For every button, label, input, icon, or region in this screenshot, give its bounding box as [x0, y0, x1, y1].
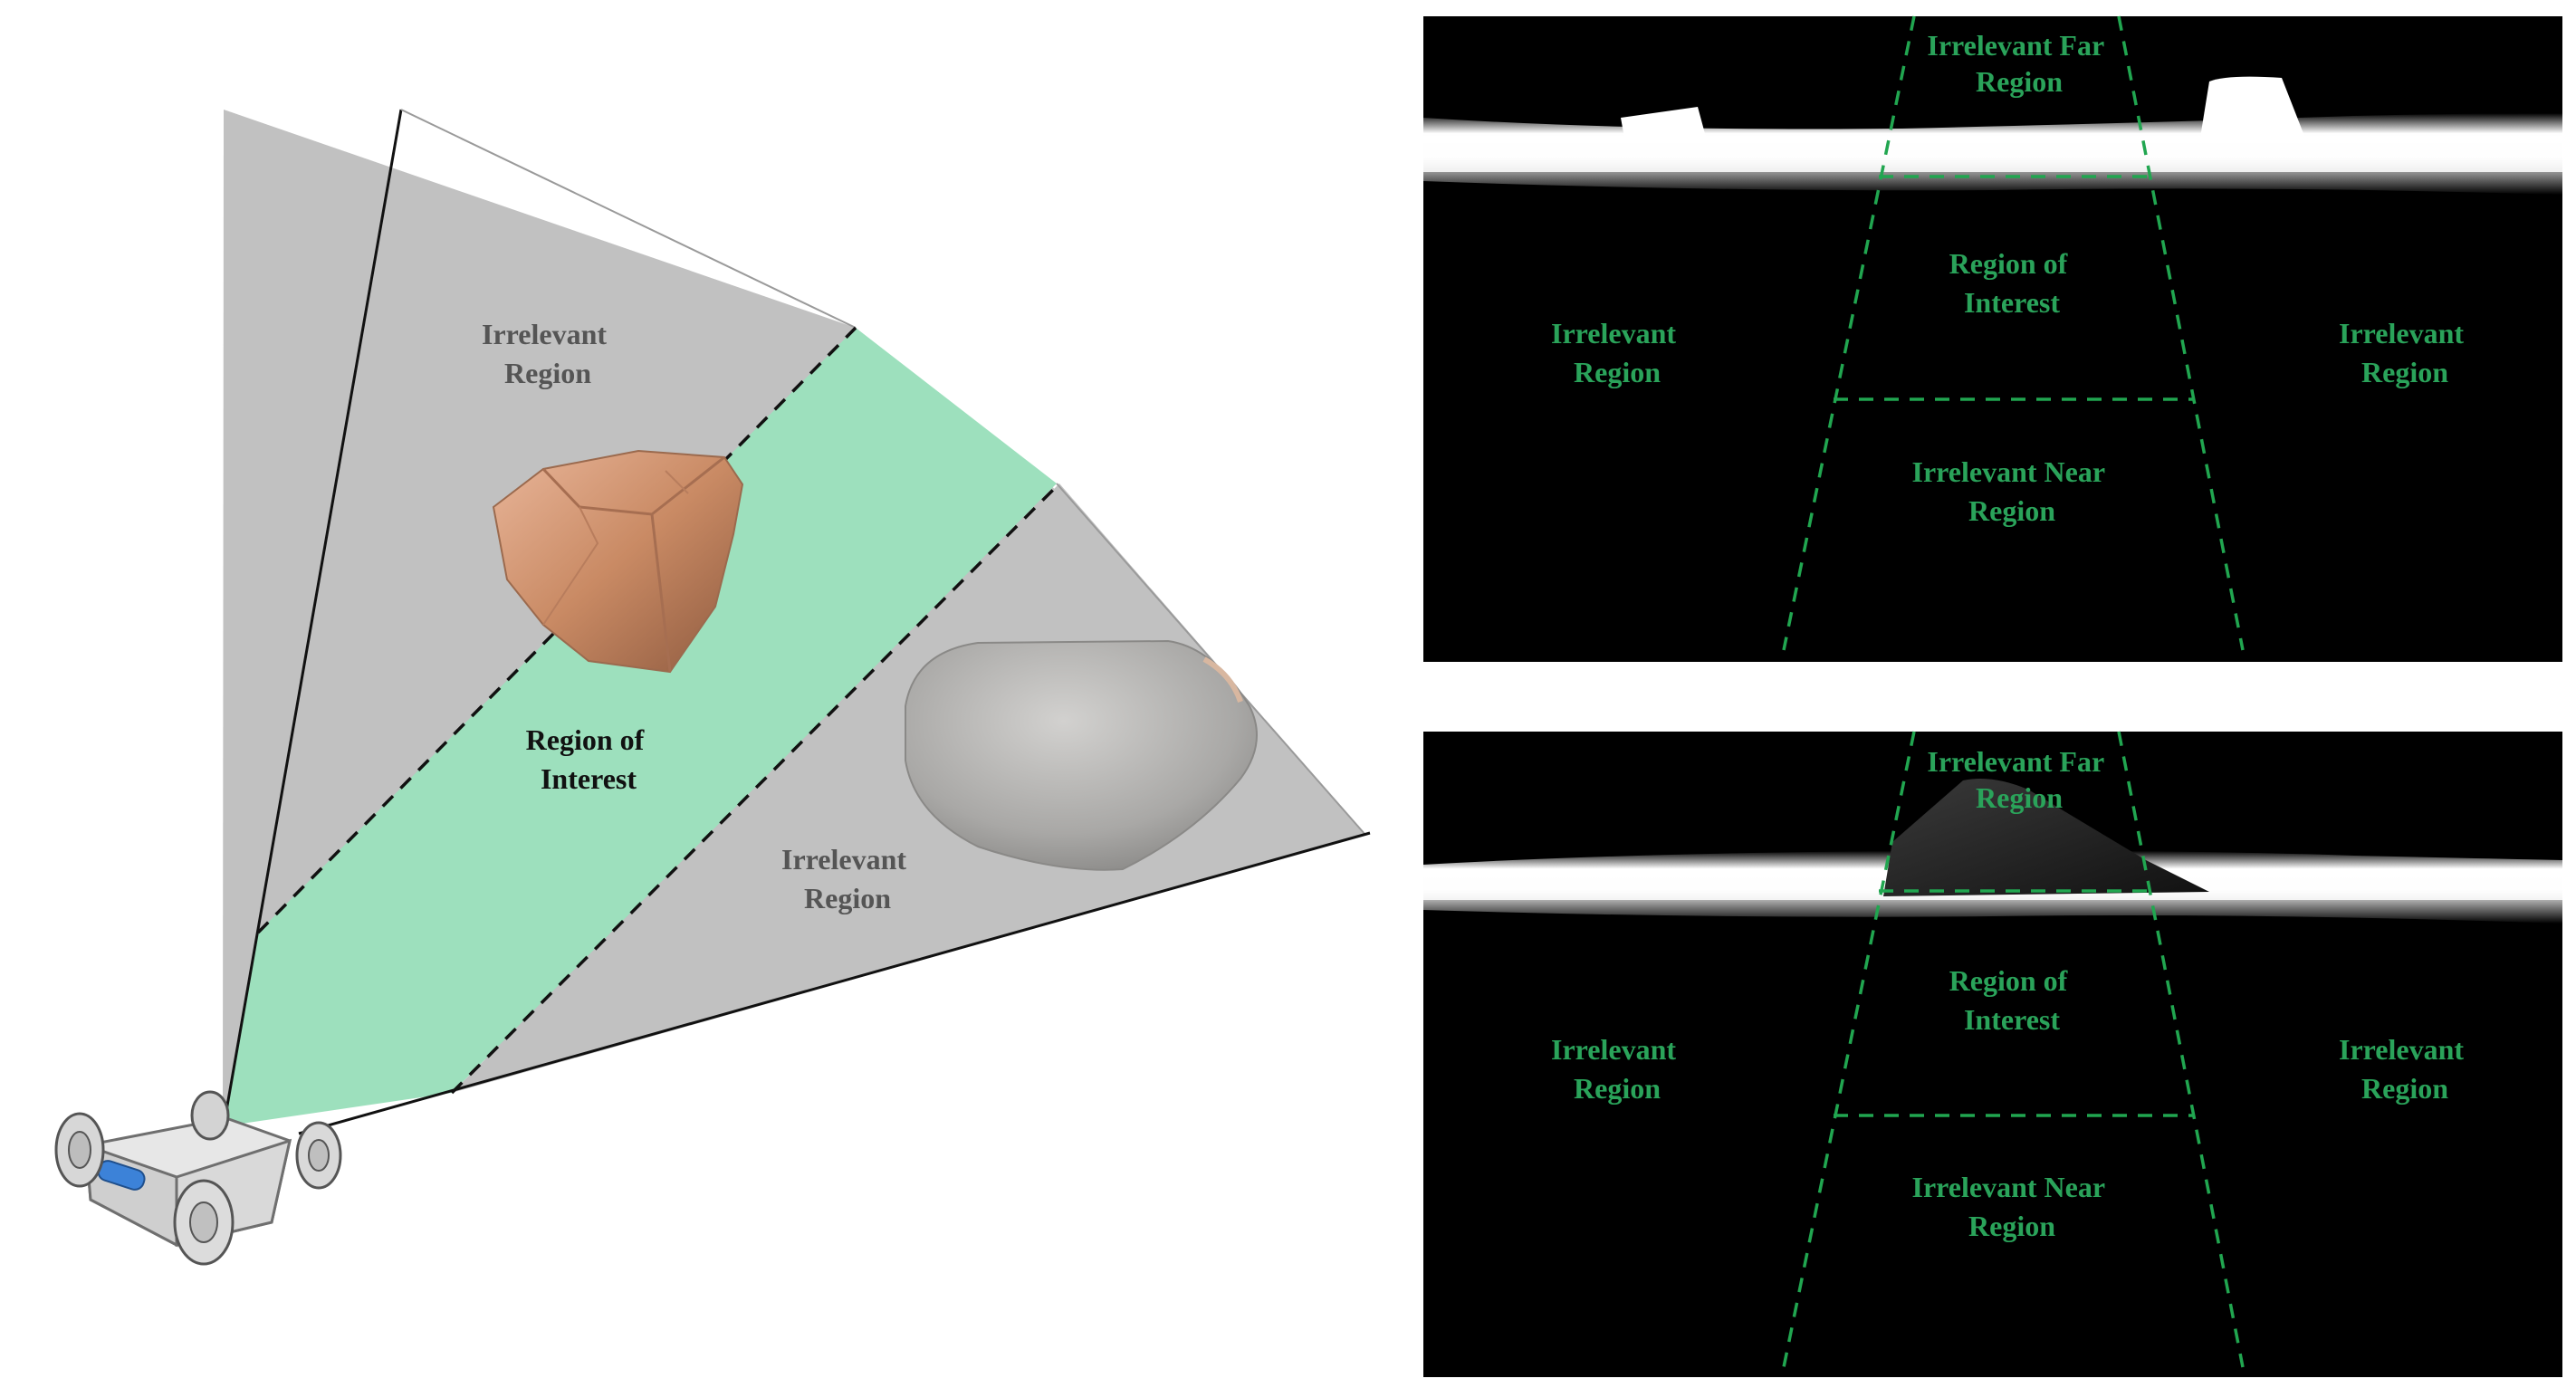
fov-left-edge	[222, 109, 403, 1127]
top-right-horizon-rock	[2200, 76, 2304, 138]
roi-lower-boundary	[450, 482, 1061, 1095]
top-left-label: Irrelevant Region	[1551, 317, 1683, 388]
bottom-right-label: Irrelevant Region	[2339, 1033, 2471, 1105]
fov-right-edge	[1056, 483, 1366, 836]
robot-rover	[54, 1090, 342, 1266]
fov-lower-irrelevant-region	[452, 483, 1365, 1093]
bottom-left-label: Irrelevant Region	[1551, 1033, 1683, 1105]
upper-irrelevant-label: Irrelevant Region	[482, 318, 614, 389]
bottom-roi-label: Region of Interest	[1949, 964, 2075, 1036]
roi-label: Region of Interest	[526, 723, 652, 795]
bottom-near-label: Irrelevant Near Region	[1912, 1171, 2112, 1242]
top-roi-label: Region of Interest	[1949, 247, 2075, 319]
bottom-obstacle	[1883, 778, 2209, 896]
bottom-far-label: Irrelevant Far Region	[1927, 745, 2111, 814]
fov-upper-edge	[400, 109, 857, 329]
top-near-label: Irrelevant Near Region	[1912, 455, 2112, 527]
lower-irrelevant-label: Irrelevant Region	[781, 843, 914, 914]
depth-panel-top: Irrelevant Far Region Region of Interest…	[1423, 15, 2562, 662]
fov-roi-band	[223, 328, 1057, 1126]
top-right-label: Irrelevant Region	[2339, 317, 2471, 388]
fov-diagram: Irrelevant Region Region of Interest Irr…	[54, 109, 1371, 1266]
depth-panel-bottom: Irrelevant Far Region Region of Interest…	[1423, 731, 2562, 1377]
top-left-horizon-rock	[1621, 107, 1707, 143]
rock-block	[492, 449, 744, 674]
top-far-label: Irrelevant Far Region	[1927, 29, 2111, 98]
gray-boulder	[905, 639, 1258, 871]
fov-bottom-edge	[298, 831, 1371, 1135]
